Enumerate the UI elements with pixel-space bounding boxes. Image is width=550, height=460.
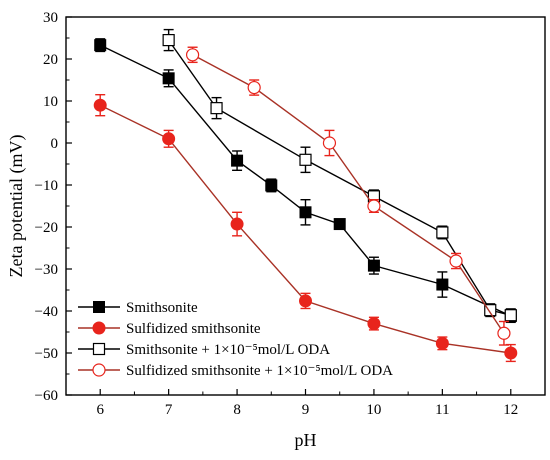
data-point <box>504 309 517 322</box>
x-tick-label: 9 <box>302 402 310 418</box>
data-point <box>497 326 511 340</box>
data-point <box>265 179 278 192</box>
y-tick-label: 10 <box>43 94 58 110</box>
data-point <box>322 136 337 150</box>
data-point <box>94 39 107 52</box>
y-tick-label: −10 <box>35 178 58 194</box>
data-point <box>93 98 107 112</box>
x-tick-label: 8 <box>233 402 241 418</box>
series-2 <box>93 93 518 363</box>
data-point <box>435 336 449 350</box>
axes-layer: 6 7 8 9 10 11 12 30 20 10 0 −10 −20 −30 −40 −50 −60 <box>35 10 546 418</box>
legend-label: Sulfidized smithsonite + 1×10⁻⁵mol/L ODA <box>126 363 393 379</box>
y-axis-title: Zeta potential (mV) <box>6 135 27 278</box>
data-point <box>367 199 381 213</box>
legend-marker <box>92 321 106 335</box>
legend-label: Sulfidized smithsonite <box>126 321 261 337</box>
data-point <box>504 346 518 360</box>
data-point <box>436 226 449 239</box>
data-point <box>299 206 312 219</box>
data-point <box>299 153 312 166</box>
y-tick-label: 30 <box>43 10 58 26</box>
data-point <box>299 294 312 308</box>
series-line <box>192 54 505 334</box>
x-tick-label: 10 <box>366 402 381 418</box>
data-point <box>185 48 200 62</box>
plot-layer <box>93 28 518 363</box>
y-tick-label: 20 <box>43 52 58 68</box>
y-tick-label: −50 <box>35 346 58 362</box>
x-tick-label: 12 <box>503 402 518 418</box>
data-point <box>247 80 261 95</box>
x-tick-label: 7 <box>165 402 173 418</box>
x-tick-label: 6 <box>96 402 104 418</box>
x-axis-title: pH <box>295 430 317 450</box>
legend-marker <box>93 301 105 313</box>
data-point <box>484 304 497 317</box>
y-tick-label: −40 <box>35 304 58 320</box>
y-tick-label: −20 <box>35 220 58 236</box>
y-tick-label: −60 <box>35 388 58 404</box>
legend-label: Smithsonite <box>126 300 198 316</box>
y-tick-label: −30 <box>35 262 58 278</box>
series-4 <box>185 46 511 346</box>
data-point <box>210 102 223 115</box>
data-point <box>162 33 175 47</box>
data-point <box>333 218 346 231</box>
data-point <box>230 217 244 231</box>
legend: Smithsonite Sulfidized smithsonite Smithso… <box>78 300 393 379</box>
data-point <box>367 259 380 272</box>
data-point <box>162 72 175 85</box>
data-point <box>436 278 449 291</box>
data-point <box>162 132 176 146</box>
y-tick-label: 0 <box>51 136 59 152</box>
data-point <box>231 154 244 167</box>
legend-marker <box>92 342 106 356</box>
data-point <box>367 317 381 331</box>
data-point <box>449 254 463 268</box>
legend-label: Smithsonite + 1×10⁻⁵mol/L ODA <box>126 342 330 358</box>
x-tick-label: 11 <box>435 402 449 418</box>
legend-marker <box>92 363 106 377</box>
